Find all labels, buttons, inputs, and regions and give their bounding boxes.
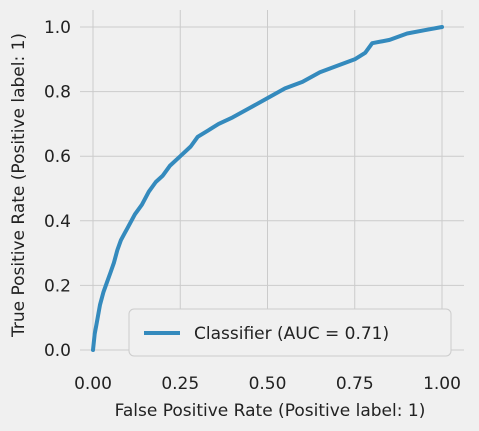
y-tick-label: 0.4 [44, 212, 71, 232]
x-tick-label: 0.25 [161, 374, 199, 394]
y-tick-label: 1.0 [44, 18, 71, 38]
legend-box [128, 308, 452, 357]
x-tick-label: 0.75 [336, 374, 374, 394]
y-tick-labels: 0.0 0.2 0.4 0.6 0.8 1.0 [44, 18, 71, 361]
y-tick-label: 0.6 [44, 147, 71, 167]
x-axis-label: False Positive Rate (Positive label: 1) [115, 401, 426, 421]
legend-label: Classifier (AUC = 0.71) [194, 324, 389, 344]
y-tick-label: 0.8 [44, 83, 71, 103]
legend: Classifier (AUC = 0.71) [128, 308, 452, 357]
x-tick-label: 0.50 [249, 374, 287, 394]
x-tick-label: 0.00 [74, 374, 112, 394]
x-tick-labels: 0.00 0.25 0.50 0.75 1.00 [74, 374, 461, 394]
series-line-classifier [91, 25, 444, 352]
y-tick-label: 0.0 [44, 341, 71, 361]
plot-area [80, 10, 464, 352]
y-axis-label: True Positive Rate (Positive label: 1) [9, 33, 29, 338]
y-tick-label: 0.2 [44, 276, 71, 296]
x-tick-label: 1.00 [423, 374, 461, 394]
